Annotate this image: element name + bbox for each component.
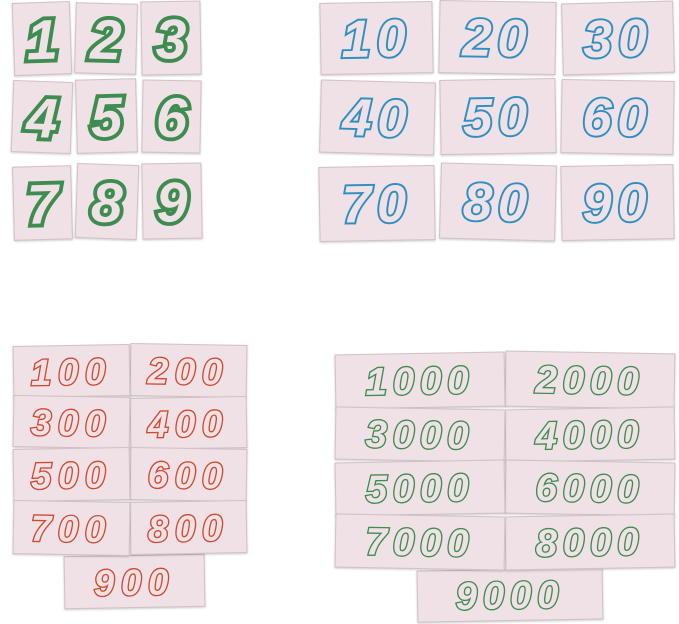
svg-text:9: 9 <box>156 170 188 234</box>
svg-text:1: 1 <box>25 7 58 71</box>
svg-text:900: 900 <box>94 561 176 603</box>
svg-text:8000: 8000 <box>535 521 644 566</box>
svg-text:200: 200 <box>147 350 230 392</box>
svg-text:70: 70 <box>341 174 412 234</box>
svg-text:100: 100 <box>31 351 113 393</box>
svg-text:1000: 1000 <box>365 359 475 404</box>
svg-text:4000: 4000 <box>534 413 644 458</box>
svg-text:2000: 2000 <box>534 358 645 403</box>
svg-text:4: 4 <box>24 86 58 150</box>
svg-text:50: 50 <box>462 87 533 147</box>
svg-text:8: 8 <box>90 170 124 234</box>
svg-text:700: 700 <box>30 508 112 550</box>
svg-text:5: 5 <box>90 85 124 149</box>
svg-text:6: 6 <box>155 86 188 150</box>
svg-text:6000: 6000 <box>535 467 644 512</box>
svg-text:80: 80 <box>462 173 534 234</box>
svg-text:3000: 3000 <box>365 413 474 458</box>
svg-text:30: 30 <box>582 9 654 70</box>
svg-text:9000: 9000 <box>455 574 564 619</box>
svg-text:90: 90 <box>582 173 653 233</box>
svg-text:600: 600 <box>148 454 230 496</box>
svg-text:500: 500 <box>31 454 113 496</box>
svg-text:2: 2 <box>89 8 123 72</box>
svg-text:7: 7 <box>26 172 62 236</box>
svg-text:20: 20 <box>461 8 533 68</box>
svg-text:7000: 7000 <box>365 521 474 566</box>
svg-text:3: 3 <box>155 7 187 71</box>
svg-text:400: 400 <box>147 403 230 445</box>
svg-text:800: 800 <box>148 507 230 549</box>
svg-text:60: 60 <box>582 88 653 148</box>
svg-text:10: 10 <box>341 9 412 69</box>
svg-text:300: 300 <box>31 402 113 444</box>
svg-text:5000: 5000 <box>365 467 474 512</box>
svg-text:40: 40 <box>341 88 414 149</box>
